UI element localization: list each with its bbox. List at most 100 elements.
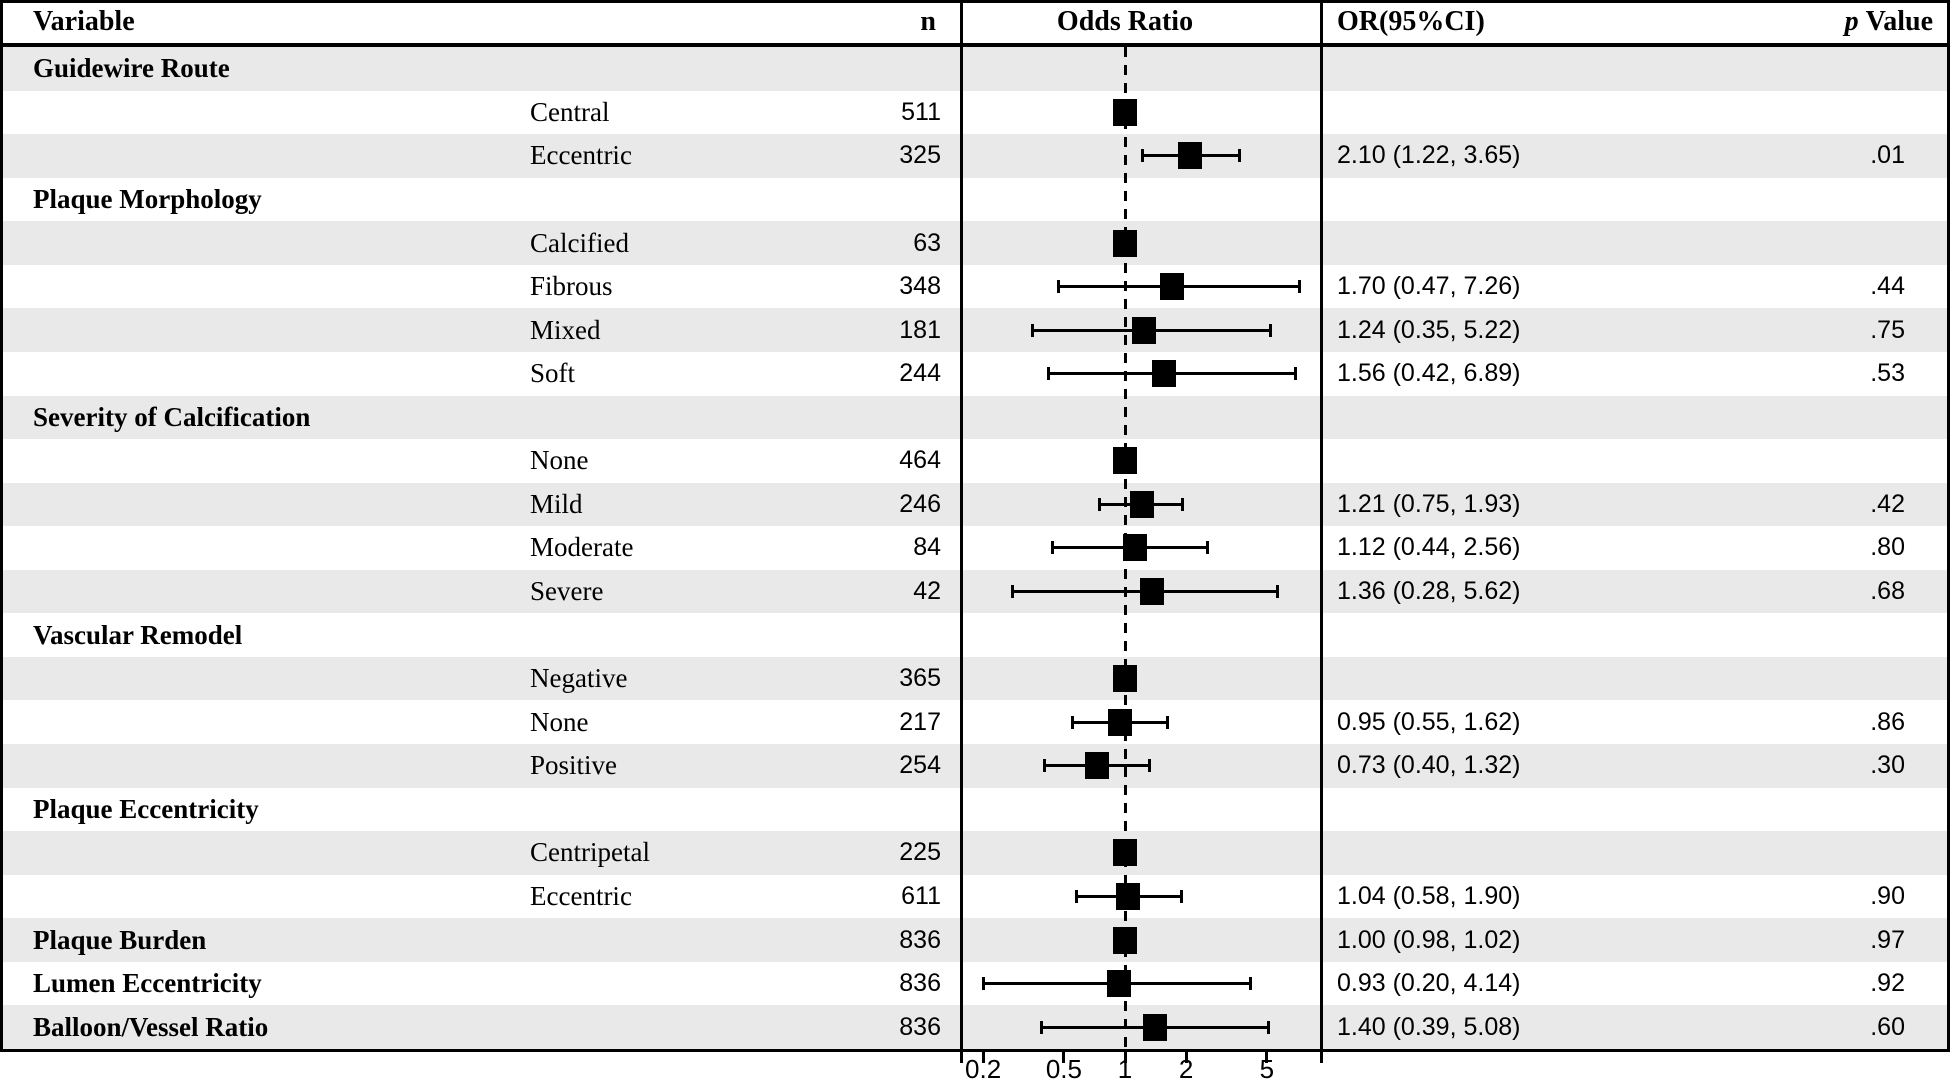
table-row: Calcified 63 <box>0 221 1950 265</box>
n-value: 84 <box>913 533 941 562</box>
p-value: .80 <box>1870 533 1905 562</box>
table-row: Balloon/Vessel Ratio 836 1.40 (0.39, 5.08)… <box>0 1005 1950 1049</box>
forest-marker-square <box>1116 883 1141 911</box>
table-row: Positive 254 0.73 (0.40, 1.32) .30 <box>0 744 1950 788</box>
or-ci-text: 2.10 (1.22, 3.65) <box>1337 141 1521 170</box>
n-value: 836 <box>899 925 941 954</box>
ci-cap-left <box>1141 149 1145 163</box>
item-label: Negative <box>530 663 628 694</box>
item-label: Central <box>530 96 610 127</box>
n-value: 511 <box>901 97 941 126</box>
forest-marker-square <box>1178 142 1203 170</box>
p-value: .60 <box>1870 1012 1905 1041</box>
column-header-variable: Variable <box>33 5 135 37</box>
table-row: Eccentric 325 2.10 (1.22, 3.65) .01 <box>0 134 1950 178</box>
item-label: Eccentric <box>530 140 632 171</box>
item-label: Eccentric <box>530 881 632 912</box>
table-row: Plaque Morphology <box>0 177 1950 222</box>
n-value: 244 <box>899 359 941 388</box>
ci-cap-left <box>1042 759 1046 773</box>
ci-cap-left <box>1098 497 1102 511</box>
n-value: 63 <box>913 228 941 257</box>
ci-cap-left <box>1047 367 1051 381</box>
or-ci-text: 1.36 (0.28, 5.62) <box>1337 577 1521 606</box>
ci-cap-right <box>1248 977 1252 991</box>
ci-cap-right <box>1293 367 1297 381</box>
ci-cap-right <box>1147 759 1151 773</box>
p-value: .86 <box>1870 707 1905 736</box>
n-value: 611 <box>901 882 941 911</box>
or-ci-text: 1.12 (0.44, 2.56) <box>1337 533 1521 562</box>
column-header-n: n <box>920 5 936 37</box>
axis-tick-label: 1 <box>1117 1054 1133 1082</box>
ci-cap-right <box>1206 541 1210 555</box>
item-label: Soft <box>530 358 576 389</box>
table-row: Plaque Burden 836 1.00 (0.98, 1.02) .97 <box>0 918 1950 962</box>
p-value: .68 <box>1870 577 1905 606</box>
or-ci-text: 1.21 (0.75, 1.93) <box>1337 489 1521 518</box>
n-value: 325 <box>899 141 941 170</box>
or-ci-text: 1.56 (0.42, 6.89) <box>1337 359 1521 388</box>
table-row: Severe 42 1.36 (0.28, 5.62) .68 <box>0 569 1950 614</box>
group-label: Balloon/Vessel Ratio <box>33 1011 269 1042</box>
or-ci-text: 1.04 (0.58, 1.90) <box>1337 882 1521 911</box>
group-label: Severity of Calcification <box>33 401 311 432</box>
axis-tick-label: 5 <box>1259 1054 1275 1082</box>
ci-cap-left <box>1056 280 1060 294</box>
header-separator <box>0 43 1950 47</box>
n-value: 225 <box>899 838 941 867</box>
n-value: 348 <box>899 272 941 301</box>
group-label: Plaque Burden <box>33 924 207 955</box>
ci-cap-right <box>1180 890 1184 904</box>
p-value: .90 <box>1870 882 1905 911</box>
p-value-header-text: Value <box>1865 5 1933 37</box>
table-row: Centripetal 225 <box>0 831 1950 875</box>
or-ci-text: 1.70 (0.47, 7.26) <box>1337 272 1521 301</box>
group-label: Plaque Morphology <box>33 183 262 214</box>
table-row: Mild 246 1.21 (0.75, 1.93) .42 <box>0 482 1950 527</box>
axis-tick <box>1062 1052 1066 1063</box>
forest-marker-square <box>1122 534 1147 562</box>
column-divider-right <box>1320 0 1323 1063</box>
reference-line <box>1123 47 1127 1049</box>
table-row: Central 511 <box>0 90 1950 135</box>
item-label: Fibrous <box>530 271 613 302</box>
forest-marker-square <box>1159 273 1184 301</box>
or-ci-text: 1.40 (0.39, 5.08) <box>1337 1012 1521 1041</box>
n-value: 836 <box>899 1012 941 1041</box>
axis-tick <box>1184 1052 1188 1063</box>
ci-cap-right <box>1266 1020 1270 1034</box>
ci-cap-left <box>1070 715 1074 729</box>
column-header-p-value: p Value <box>1600 0 1933 43</box>
item-label: None <box>530 445 589 476</box>
column-header-odds-ratio: Odds Ratio <box>1056 5 1194 37</box>
item-label: Moderate <box>530 532 634 563</box>
ci-cap-left <box>1075 890 1079 904</box>
item-label: Mild <box>530 488 583 519</box>
n-value: 365 <box>899 664 941 693</box>
table-row: None 464 <box>0 439 1950 483</box>
group-label: Guidewire Route <box>33 53 230 84</box>
group-label: Lumen Eccentricity <box>33 968 262 999</box>
axis-tick <box>1123 1052 1127 1063</box>
n-value: 464 <box>899 446 941 475</box>
ci-cap-right <box>1269 323 1273 337</box>
table-row: Plaque Eccentricity <box>0 787 1950 832</box>
forest-marker-square <box>1085 752 1110 780</box>
item-label: Centripetal <box>530 837 650 868</box>
axis-tick <box>981 1052 985 1063</box>
p-value: .30 <box>1870 751 1905 780</box>
forest-marker-square <box>1142 1013 1167 1041</box>
or-ci-text: 1.00 (0.98, 1.02) <box>1337 925 1521 954</box>
or-ci-text: 1.24 (0.35, 5.22) <box>1337 315 1521 344</box>
table-row: Mixed 181 1.24 (0.35, 5.22) .75 <box>0 308 1950 352</box>
item-label: None <box>530 706 589 737</box>
forest-marker-square <box>1131 316 1156 344</box>
table-row: Guidewire Route <box>0 47 1950 91</box>
p-value-header-rest <box>1859 6 1866 38</box>
p-value: .97 <box>1870 925 1905 954</box>
n-value: 42 <box>913 577 941 606</box>
ci-cap-left <box>1011 585 1015 599</box>
axis-tick-label: 0.5 <box>1045 1054 1082 1082</box>
